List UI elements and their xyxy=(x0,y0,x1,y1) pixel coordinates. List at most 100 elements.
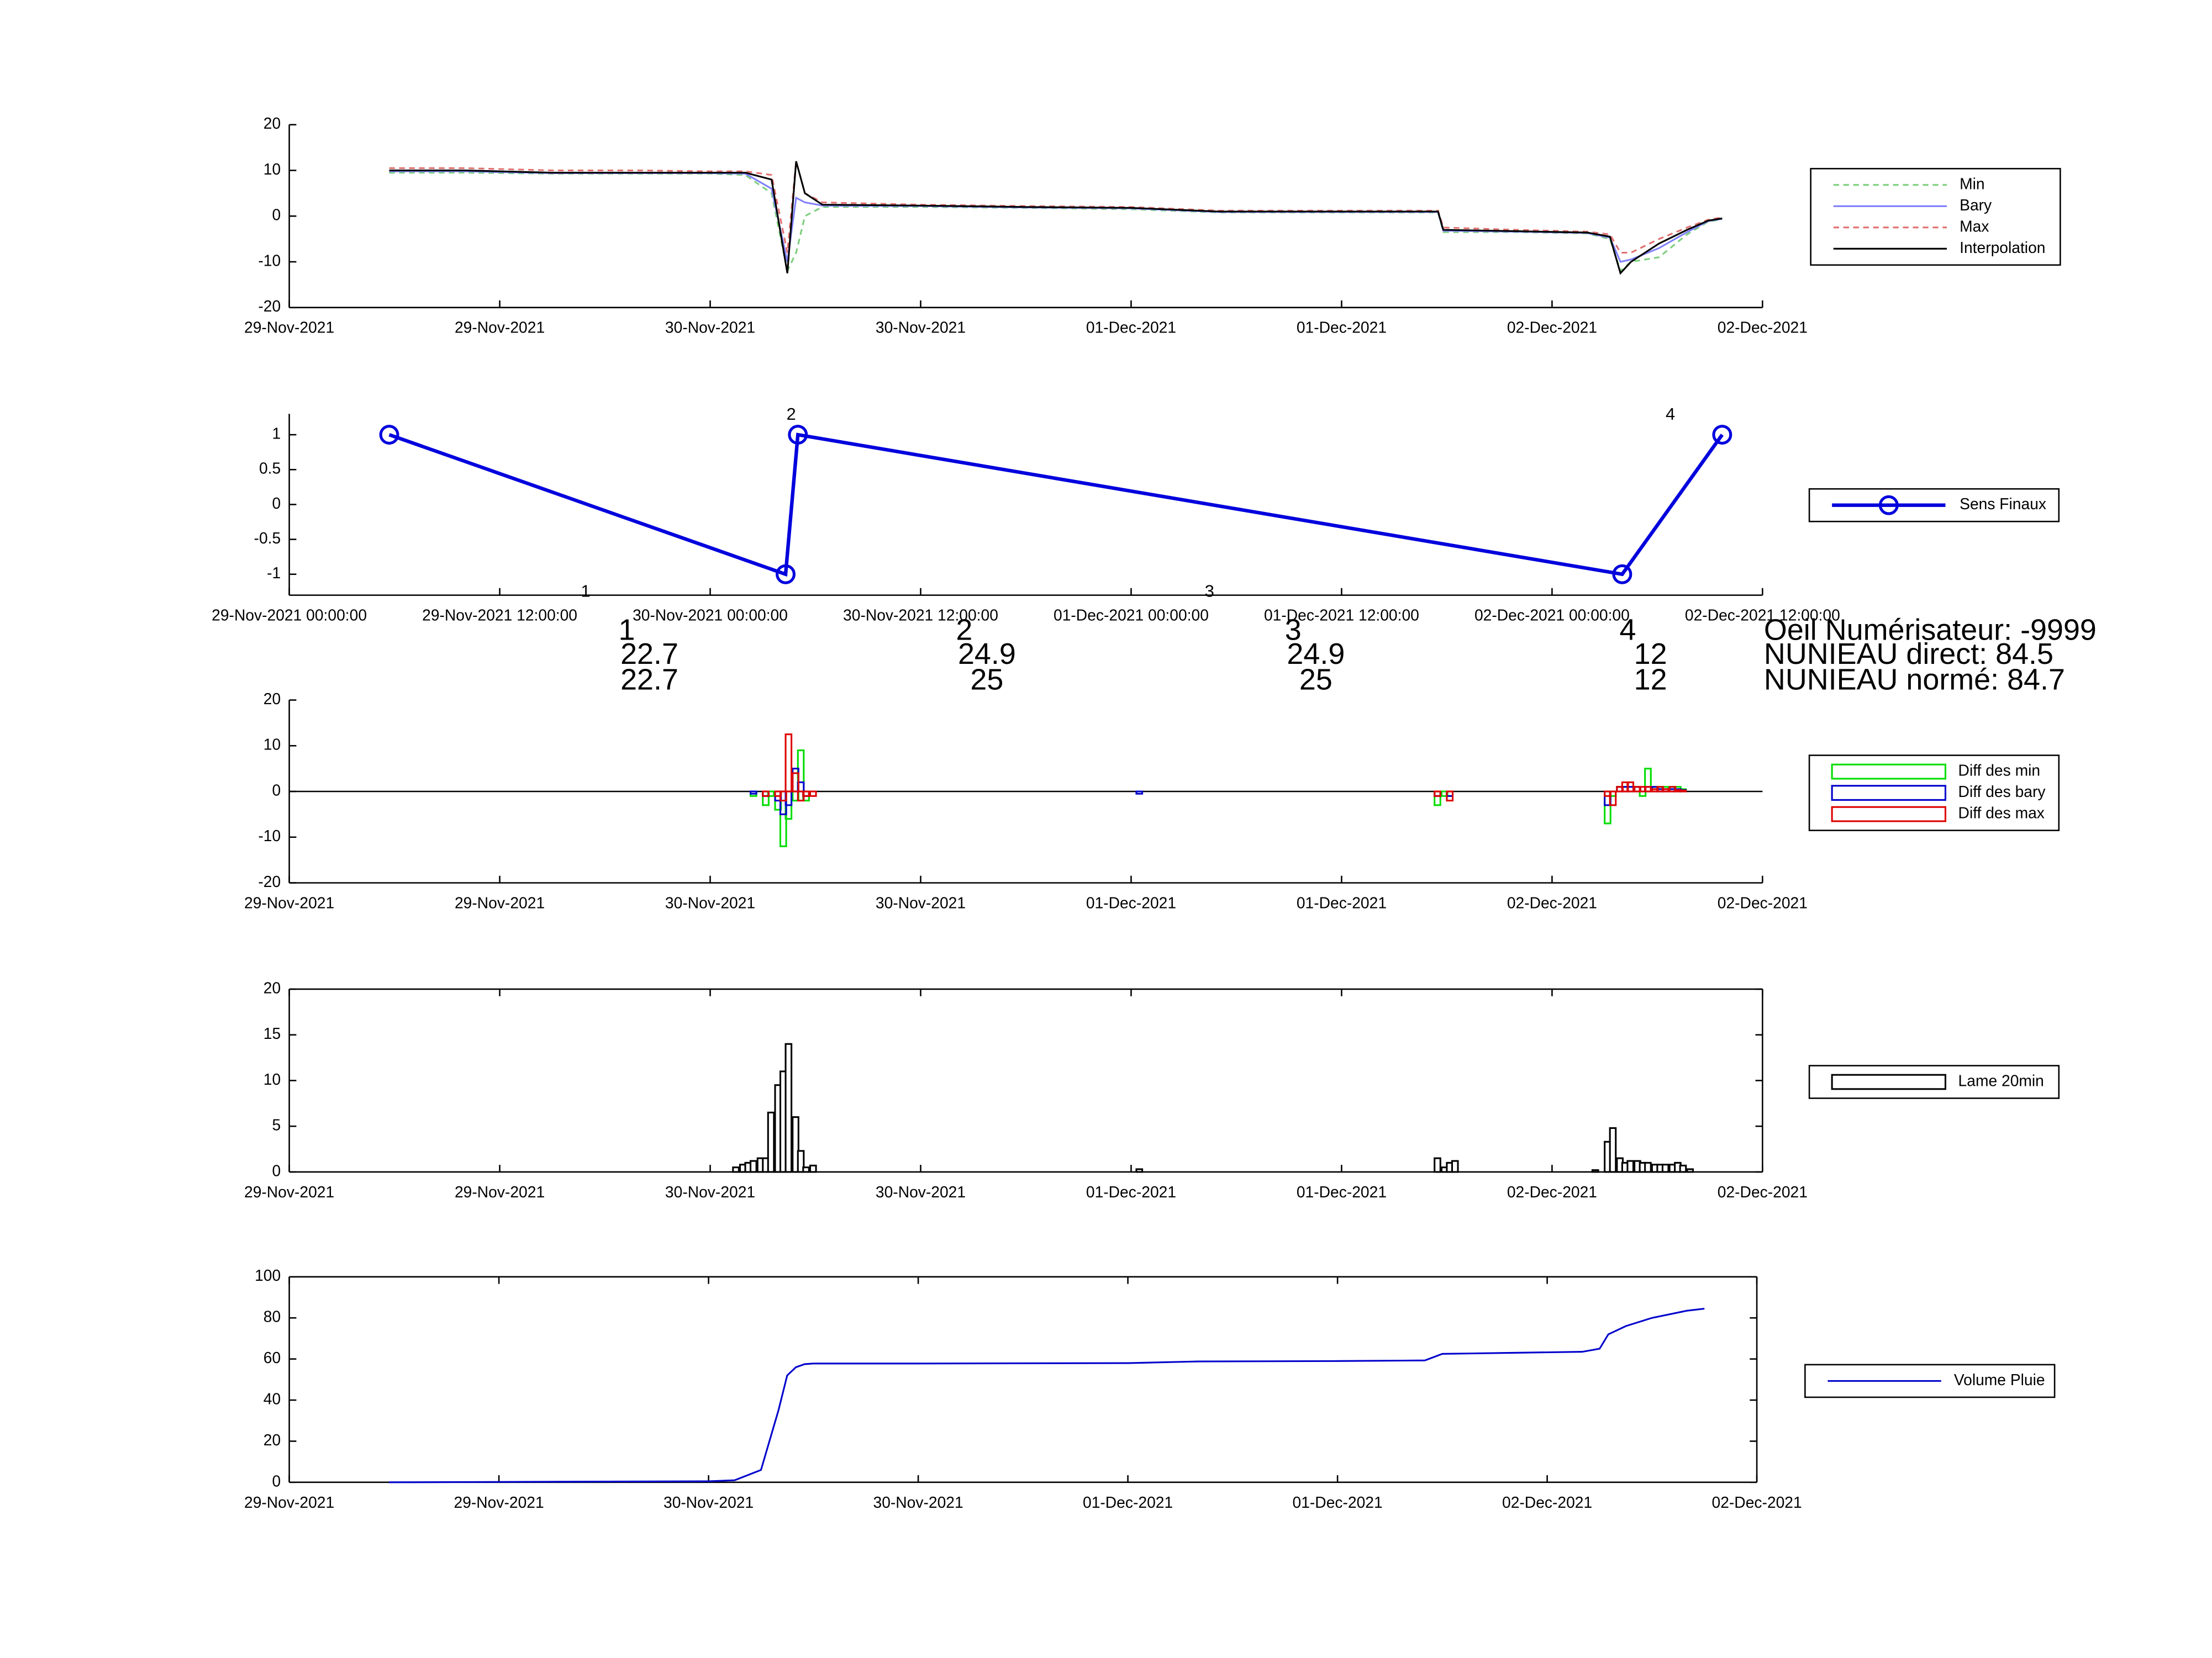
point-marker xyxy=(788,425,808,445)
bar xyxy=(1446,790,1454,802)
bar xyxy=(1135,1168,1144,1173)
x-tick-label: 01-Dec-2021 xyxy=(1086,894,1176,911)
bar xyxy=(1626,1160,1635,1173)
legend-label: Diff des min xyxy=(1958,762,2040,779)
y-tick-label: 100 xyxy=(255,1266,281,1284)
x-tick-label: 02-Dec-2021 xyxy=(1507,894,1597,911)
series-line xyxy=(388,1307,1705,1483)
bar xyxy=(1609,790,1617,806)
y-tick-label: 10 xyxy=(264,1070,281,1088)
x-tick-label: 29-Nov-2021 00:00:00 xyxy=(212,606,367,624)
x-tick-label: 01-Dec-2021 xyxy=(1086,319,1176,336)
legend-swatch xyxy=(1831,1074,1947,1090)
summary-value: 25 xyxy=(1299,663,1333,696)
x-tick-label: 30-Nov-2021 xyxy=(665,319,755,336)
bar xyxy=(767,1111,775,1173)
y-tick-label: 0 xyxy=(272,1472,281,1490)
x-tick-label: 29-Nov-2021 xyxy=(244,319,334,336)
legend-label: Lame 20min xyxy=(1958,1071,2044,1089)
point-marker xyxy=(1612,564,1632,584)
bar xyxy=(1679,1164,1687,1173)
legend-box xyxy=(1808,754,2060,831)
x-tick-label: 30-Nov-2021 xyxy=(873,1493,963,1511)
legend-marker xyxy=(1878,495,1899,515)
x-tick-label: 02-Dec-2021 xyxy=(1507,319,1597,336)
y-tick-label: -20 xyxy=(258,297,281,315)
y-tick-label: -0.5 xyxy=(254,529,281,547)
series-line xyxy=(389,161,1723,254)
bar xyxy=(1434,790,1441,797)
legend-swatch xyxy=(1831,785,1947,801)
y-tick-label: 0 xyxy=(272,781,281,799)
bar xyxy=(1668,786,1677,793)
y-tick-label: 10 xyxy=(264,736,281,753)
y-tick-label: 0 xyxy=(272,1161,281,1179)
y-tick-label: 15 xyxy=(264,1025,281,1042)
bar xyxy=(732,1166,740,1173)
bar xyxy=(1661,1164,1669,1173)
x-tick-label: 30-Nov-2021 xyxy=(663,1493,754,1511)
x-tick-label: 01-Dec-2021 xyxy=(1297,1183,1387,1201)
bar xyxy=(1644,1161,1652,1173)
summary-label: 3 xyxy=(1285,614,1302,647)
bar xyxy=(1686,1168,1694,1173)
y-tick-label: 20 xyxy=(264,979,281,996)
x-tick-label: 29-Nov-2021 xyxy=(455,894,545,911)
summary-value: 25 xyxy=(970,663,1003,696)
y-tick-label: 20 xyxy=(264,690,281,707)
point-marker xyxy=(1712,425,1732,445)
legend-label: Interpolation xyxy=(1960,239,2045,256)
x-tick-label: 30-Nov-2021 xyxy=(876,894,966,911)
y-tick-label: 80 xyxy=(264,1308,281,1326)
y-tick-label: 20 xyxy=(264,1431,281,1449)
x-tick-label: 29-Nov-2021 12:00:00 xyxy=(422,606,577,624)
x-tick-label: 30-Nov-2021 12:00:00 xyxy=(843,606,998,624)
x-tick-label: 02-Dec-2021 12:00:00 xyxy=(1685,606,1840,624)
bar xyxy=(1591,1169,1599,1173)
y-tick-label: -10 xyxy=(258,251,281,269)
summary-value: 12 xyxy=(1634,663,1667,696)
x-tick-label: 01-Dec-2021 xyxy=(1297,894,1387,911)
bar xyxy=(762,790,770,797)
legend-label: Sens Finaux xyxy=(1960,495,2046,513)
x-tick-label: 29-Nov-2021 xyxy=(455,1183,545,1201)
bar xyxy=(1661,788,1669,793)
bar xyxy=(784,1043,793,1173)
annotation: 1 xyxy=(581,582,590,601)
legend-label: Bary xyxy=(1960,196,1992,214)
x-tick-label: 02-Dec-2021 xyxy=(1502,1493,1592,1511)
summary-line: NUNIEAU normé: 84.7 xyxy=(1764,663,2065,696)
y-tick-label: 40 xyxy=(264,1390,281,1407)
x-tick-label: 02-Dec-2021 xyxy=(1712,1493,1802,1511)
x-tick-label: 01-Dec-2021 xyxy=(1083,1493,1173,1511)
x-tick-label: 02-Dec-2021 xyxy=(1718,1183,1808,1201)
y-tick-label: -10 xyxy=(258,827,281,844)
bar xyxy=(1135,790,1144,795)
series-line xyxy=(389,161,1723,275)
x-tick-label: 30-Nov-2021 xyxy=(665,1183,755,1201)
x-tick-label: 02-Dec-2021 xyxy=(1718,319,1808,336)
bar xyxy=(797,1150,805,1173)
y-tick-label: 0 xyxy=(272,494,281,512)
bar xyxy=(750,790,757,795)
x-tick-label: 01-Dec-2021 12:00:00 xyxy=(1264,606,1419,624)
bar xyxy=(1451,1160,1459,1173)
summary-value: 24.9 xyxy=(1287,637,1345,670)
x-tick-label: 29-Nov-2021 xyxy=(244,1183,334,1201)
summary-value: 22.7 xyxy=(620,663,678,696)
summary-label: 4 xyxy=(1620,614,1636,647)
series-line xyxy=(388,432,1724,577)
y-tick-label: 1 xyxy=(272,425,281,442)
bar xyxy=(809,1164,817,1173)
y-tick-label: 0 xyxy=(272,206,281,224)
y-tick-label: -1 xyxy=(267,564,281,582)
x-tick-label: 30-Nov-2021 00:00:00 xyxy=(633,606,788,624)
bar xyxy=(809,790,817,797)
legend-label: Diff des max xyxy=(1958,804,2045,822)
x-tick-label: 29-Nov-2021 xyxy=(455,319,545,336)
legend-label: Diff des bary xyxy=(1958,783,2046,800)
x-tick-label: 29-Nov-2021 xyxy=(244,1493,334,1511)
bar xyxy=(792,1116,799,1173)
point-marker xyxy=(776,564,796,584)
